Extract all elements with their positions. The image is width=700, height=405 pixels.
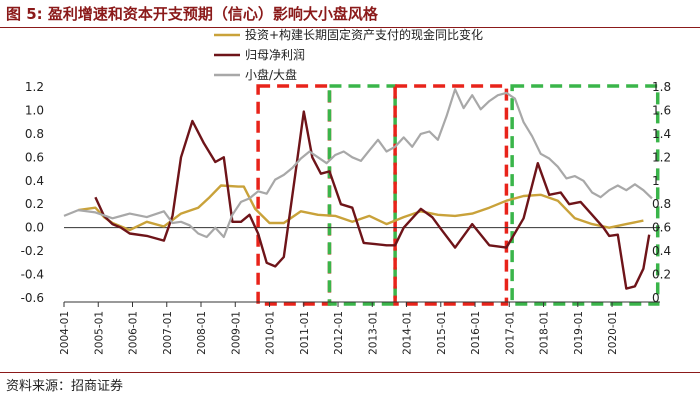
highlight-box-3 <box>393 84 509 306</box>
x-tick-label: 2010-01 <box>265 311 277 355</box>
series-line-2 <box>94 110 651 290</box>
y-left-tick-label: -0.6 <box>21 291 44 305</box>
x-tick-label: 2015-01 <box>436 311 448 355</box>
x-tick-label: 2004-01 <box>59 311 71 355</box>
y-left-tick-label: 1.2 <box>25 80 44 94</box>
y-right-tick-label: 1.6 <box>652 103 671 117</box>
x-tick-label: 2019-01 <box>573 311 585 355</box>
series-line-3 <box>63 88 653 239</box>
y-right-tick-label: 0.6 <box>652 221 671 235</box>
legend-label-2: 归母净利润 <box>245 48 305 62</box>
y-right-tick-label: 0.8 <box>652 197 671 211</box>
x-tick-label: 2012-01 <box>333 311 345 355</box>
x-tick-label: 2017-01 <box>504 311 516 355</box>
y-right-tick-label: 1 <box>652 174 660 188</box>
series-lines <box>63 88 653 290</box>
y-left-tick-label: 1.0 <box>25 103 44 117</box>
y-right-tick-label: 0 <box>652 291 660 305</box>
y-left-tick-label: 0.4 <box>25 174 44 188</box>
highlight-box-1 <box>256 84 332 306</box>
x-tick-label: 2014-01 <box>402 311 414 355</box>
y-axis-left: -0.6 -0.4 -0.2 0.0 0.2 0.4 0.6 0.8 1.0 1.2 <box>21 80 44 305</box>
x-tick-label: 2006-01 <box>128 311 140 355</box>
y-left-tick-label: -0.4 <box>21 268 44 282</box>
y-right-tick-label: 1.2 <box>652 150 671 164</box>
highlight-boxes <box>256 84 660 306</box>
x-tick-label: 2009-01 <box>230 311 242 355</box>
y-right-tick-label: 0.2 <box>652 268 671 282</box>
legend-label-1: 投资+构建长期固定资产支付的现金同比变化 <box>245 27 483 42</box>
source-note: 资料来源：招商证券 <box>6 379 124 394</box>
x-axis: 2004-01 2005-01 2006-01 2007-01 2008-01 2009-… <box>59 301 660 355</box>
footer-divider <box>0 372 700 373</box>
x-tick-label: 2020-01 <box>607 311 619 355</box>
line-chart: -0.6 -0.4 -0.2 0.0 0.2 0.4 0.6 0.8 1.0 1.2 0 0.2 0.… <box>21 27 672 355</box>
y-right-tick-label: 0.4 <box>652 244 671 258</box>
y-left-tick-label: -0.2 <box>21 244 44 258</box>
highlight-box-4 <box>510 84 660 306</box>
x-tick-label: 2005-01 <box>93 311 105 355</box>
y-left-tick-label: 0.8 <box>25 127 44 141</box>
x-tick-label: 2008-01 <box>196 311 208 355</box>
highlight-box-2 <box>327 84 397 306</box>
x-tick-label: 2013-01 <box>367 311 379 355</box>
x-tick-label: 2011-01 <box>299 311 311 355</box>
series-line-1 <box>78 184 644 232</box>
title-divider <box>0 27 700 28</box>
legend-label-3: 小盘/大盘 <box>245 67 297 82</box>
y-right-tick-label: 1.8 <box>652 80 671 94</box>
x-tick-label: 2016-01 <box>470 311 482 355</box>
x-tick-label: 2007-01 <box>162 311 174 355</box>
y-axis-right: 0 0.2 0.4 0.6 0.8 1 1.2 1.4 1.6 1.8 <box>652 80 671 305</box>
figure-title: 图 5: 盈利增速和资本开支预期（信心）影响大小盘风格 <box>6 5 378 23</box>
y-left-tick-label: 0.6 <box>25 150 44 164</box>
y-right-tick-label: 1.4 <box>652 127 671 141</box>
y-left-tick-label: 0.2 <box>25 197 44 211</box>
x-tick-label: 2018-01 <box>539 311 551 355</box>
y-left-tick-label: 0.0 <box>25 221 44 235</box>
